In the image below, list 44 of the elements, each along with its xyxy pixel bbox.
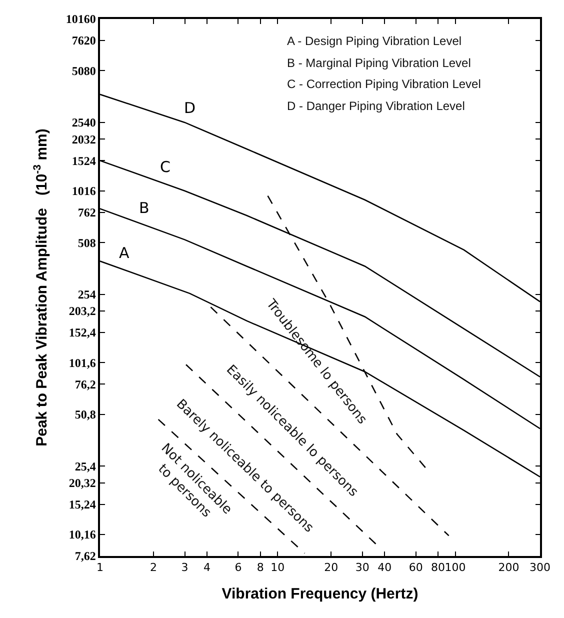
series-label: A xyxy=(119,244,130,262)
y-tick-label: 203,2 xyxy=(68,304,96,318)
y-tick-label: 152,4 xyxy=(68,326,96,340)
x-tick-label: 40 xyxy=(378,560,392,574)
x-tick-label: 6 xyxy=(234,560,242,574)
y-tick-label: 7620 xyxy=(72,34,96,48)
series-label: D xyxy=(184,99,196,117)
y-tick-label: 2540 xyxy=(72,116,96,130)
series-label: B xyxy=(139,199,150,217)
x-tick-label: 20 xyxy=(324,560,338,574)
annotation: D - Danger Piping Vibration Level xyxy=(287,99,465,113)
y-tick-label: 20,32 xyxy=(68,476,96,490)
x-tick-label: 30 xyxy=(355,560,370,574)
y-tick-label: 7,62 xyxy=(74,549,96,564)
y-tick-label: 25,4 xyxy=(74,459,96,474)
x-tick-label: 100 xyxy=(444,560,466,574)
x-tick-label: 10 xyxy=(270,560,285,574)
series-label: C xyxy=(160,158,170,176)
x-tick-label: 2 xyxy=(150,560,157,574)
x-tick-label: 60 xyxy=(408,560,423,574)
y-tick-label: 76,2 xyxy=(74,377,96,392)
x-axis-title: Vibration Frequency (Hertz) xyxy=(222,585,418,602)
y-tick-label: 762 xyxy=(78,206,96,220)
y-tick-label: 1524 xyxy=(72,154,96,168)
y-tick-label: 508 xyxy=(78,236,96,250)
y-tick-label: 10160 xyxy=(66,12,96,26)
annotation: B - Marginal Piping Vibration Level xyxy=(287,56,471,70)
annotation: A - Design Piping Vibration Level xyxy=(287,34,462,48)
x-tick-label: 1 xyxy=(96,560,104,574)
y-tick-label: 15,24 xyxy=(68,497,96,512)
y-tick-label: 1016 xyxy=(72,184,96,198)
y-tick-label: 50,8 xyxy=(74,408,96,422)
y-tick-label: 10,16 xyxy=(68,528,96,542)
x-tick-label: 80 xyxy=(431,560,446,574)
y-tick-label: 101,6 xyxy=(68,356,96,370)
y-tick-label: 5080 xyxy=(72,64,96,78)
x-tick-label: 4 xyxy=(203,560,210,574)
x-tick-label: 8 xyxy=(256,560,264,574)
y-tick-label: 2032 xyxy=(72,132,96,146)
annotation: C - Correction Piping Vibration Level xyxy=(287,77,481,91)
x-tick-label: 300 xyxy=(530,560,550,574)
x-tick-label: 3 xyxy=(181,560,188,574)
x-tick-label: 200 xyxy=(498,560,520,574)
y-tick-label: 254 xyxy=(78,288,96,302)
